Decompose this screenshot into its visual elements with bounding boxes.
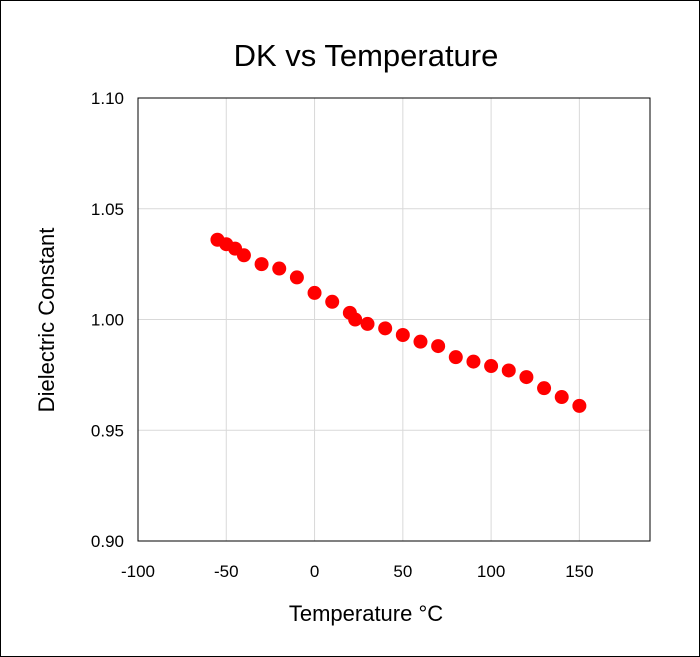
x-tick-label: 150 <box>565 562 593 581</box>
chart-title: DK vs Temperature <box>234 38 499 73</box>
data-point <box>360 316 375 331</box>
y-axis-label: Dielectric Constant <box>34 228 59 413</box>
data-points <box>210 232 587 413</box>
x-tick-label: 50 <box>393 562 412 581</box>
x-axis-ticks: -100 -50 0 50 100 150 <box>121 562 594 581</box>
grid-lines <box>137 97 650 542</box>
data-point <box>236 248 251 263</box>
y-tick-label: 0.95 <box>91 421 124 440</box>
x-tick-label: -100 <box>121 562 155 581</box>
y-tick-label: 1.10 <box>91 89 124 108</box>
data-point <box>378 321 393 336</box>
y-tick-label: 1.00 <box>91 311 124 330</box>
plot-area <box>137 97 651 542</box>
data-point <box>484 359 499 374</box>
data-point <box>307 285 322 300</box>
y-axis-ticks: 0.90 0.95 1.00 1.05 1.10 <box>91 89 124 551</box>
y-tick-label: 0.90 <box>91 532 124 551</box>
data-point <box>466 354 481 369</box>
data-point <box>501 363 516 378</box>
data-point <box>272 261 287 276</box>
data-point <box>519 370 534 385</box>
data-point <box>289 270 304 285</box>
data-point <box>413 334 428 349</box>
x-tick-label: 100 <box>477 562 505 581</box>
data-point <box>431 339 446 354</box>
y-tick-label: 1.05 <box>91 200 124 219</box>
x-tick-label: 0 <box>310 562 319 581</box>
data-point <box>554 390 569 405</box>
x-tick-label: -50 <box>214 562 239 581</box>
data-point <box>537 381 552 396</box>
x-axis-label: Temperature °C <box>289 601 443 626</box>
data-point <box>395 328 410 343</box>
data-point <box>448 350 463 365</box>
data-point <box>254 257 269 272</box>
data-point <box>572 398 587 413</box>
data-point <box>325 294 340 309</box>
data-point <box>348 312 363 327</box>
